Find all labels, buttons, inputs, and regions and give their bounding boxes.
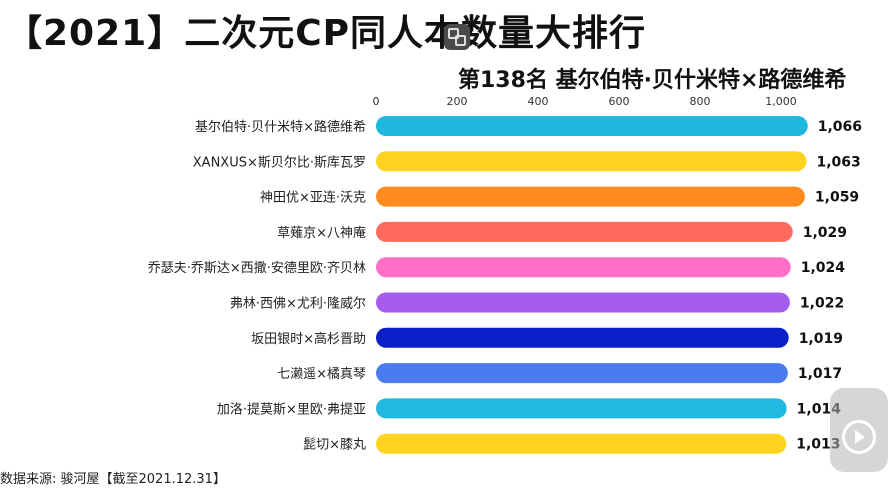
axis-tick-label: 800 bbox=[690, 95, 711, 108]
value-label: 1,066 bbox=[818, 119, 862, 135]
axis-tick-label: 1,000 bbox=[765, 95, 797, 108]
category-label: 坂田银时×高杉晋助 bbox=[251, 331, 366, 347]
axis-tick-label: 200 bbox=[447, 95, 468, 108]
value-label: 1,019 bbox=[799, 331, 843, 347]
value-label: 1,013 bbox=[796, 437, 840, 453]
category-label: 神田优×亚连·沃克 bbox=[260, 190, 366, 206]
axis-tick-label: 0 bbox=[373, 95, 380, 108]
value-label: 1,029 bbox=[803, 225, 847, 241]
bar bbox=[376, 221, 793, 242]
play-icon[interactable] bbox=[842, 420, 876, 454]
value-label: 1,063 bbox=[817, 154, 861, 170]
axis-tick-label: 400 bbox=[528, 95, 549, 108]
video-overlay[interactable] bbox=[830, 388, 888, 472]
category-label: 髭切×膝丸 bbox=[303, 438, 366, 453]
value-label: 1,017 bbox=[798, 366, 842, 382]
value-label: 1,024 bbox=[801, 260, 846, 276]
bar bbox=[376, 433, 787, 454]
bar bbox=[376, 116, 808, 136]
bar bbox=[376, 398, 787, 419]
bar bbox=[376, 292, 790, 313]
data-source-note: 数据来源: 骏河屋【截至2021.12.31】 bbox=[0, 472, 226, 487]
bar bbox=[376, 151, 807, 172]
category-label: XANXUS×斯贝尔比·斯库瓦罗 bbox=[193, 154, 366, 170]
bar bbox=[376, 186, 805, 207]
category-label: 草薙京×八神庵 bbox=[277, 225, 366, 241]
category-label: 乔瑟夫·乔斯达×西撒·安德里欧·齐贝林 bbox=[148, 260, 366, 276]
bar bbox=[376, 363, 788, 384]
category-label: 弗林·西佛×尤利·隆威尔 bbox=[230, 297, 366, 312]
watermark-icon bbox=[444, 24, 470, 50]
value-label: 1,022 bbox=[800, 296, 844, 312]
chart-subtitle: 第138名 基尔伯特·贝什米特×路德维希 bbox=[458, 68, 847, 93]
category-label: 七濑遥×橘真琴 bbox=[277, 366, 366, 382]
category-label: 基尔伯特·贝什米特×路德维希 bbox=[195, 119, 366, 135]
value-label: 1,059 bbox=[815, 190, 859, 206]
bar bbox=[376, 257, 791, 278]
axis-tick-label: 600 bbox=[609, 95, 630, 108]
bar bbox=[376, 327, 789, 348]
page-title: 【2021】二次元CP同人本数量大排行 bbox=[6, 13, 647, 54]
category-label: 加洛·提莫斯×里欧·弗提亚 bbox=[217, 401, 366, 417]
